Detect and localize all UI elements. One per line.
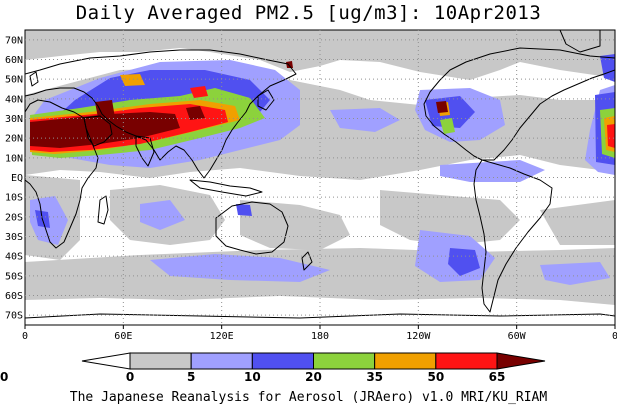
colorbar-segment: [313, 352, 376, 370]
footer-credit: The Japanese Reanalysis for Aerosol (JRA…: [69, 390, 548, 405]
lat-tick-label: 50N: [5, 75, 23, 86]
indonesia-coast: [189, 179, 263, 197]
lat-tick-label: EQ: [11, 173, 23, 184]
latitude-labels: 70N 60N 50N 40N 30N 20N 10N EQ 10S 20S 30S 40S 50S 60…: [5, 35, 23, 321]
map-field: [25, 30, 615, 325]
colorbar-segment: [374, 352, 437, 370]
lat-tick-label: 30N: [5, 114, 23, 125]
colorbar-arrow-low: [81, 352, 131, 370]
colorbar: 0 5 10 20 35 50 65 80: [0, 352, 546, 384]
arabia-coast: [83, 115, 113, 147]
eurasia-coast: [25, 49, 297, 179]
australia-coast: [215, 201, 289, 255]
lon-tick-label: 0: [612, 331, 617, 342]
africa-coast: [25, 99, 99, 249]
lon-tick-label: 60W: [508, 331, 527, 342]
colorbar-segment: [435, 352, 498, 370]
lat-tick-label: 20S: [5, 212, 23, 223]
lat-tick-label: 60S: [5, 291, 23, 302]
south-america-coast: [473, 159, 553, 313]
colorbar-label: 35: [366, 370, 383, 384]
japan-coast: [257, 89, 275, 111]
lat-tick-label: 60N: [5, 55, 23, 66]
lat-tick-label: 40N: [5, 94, 23, 105]
antarctica-coast: [25, 313, 615, 319]
longitude-labels: 0 60E 120E 180 120W 60W 0: [22, 325, 617, 342]
colorbar-label: 0: [126, 370, 134, 384]
lon-tick-label: 180: [311, 331, 329, 342]
uk-coast: [29, 71, 39, 87]
lat-tick-label: 10N: [5, 153, 23, 164]
colorbar-label: 10: [244, 370, 261, 384]
colorbar-label: 50: [427, 370, 444, 384]
colorbar-label: 65: [489, 370, 506, 384]
lat-tick-label: 10S: [5, 193, 23, 204]
lat-tick-label: 20N: [5, 134, 23, 145]
lon-tick-label: 60E: [114, 331, 132, 342]
lon-tick-label: 120W: [406, 331, 431, 342]
pm-level-80-plus: [30, 61, 448, 148]
map-title: Daily Averaged PM2.5 [ug/m3]: 10Apr2013: [75, 2, 542, 24]
colorbar-label: 5: [187, 370, 195, 384]
colorbar-segment: [251, 352, 314, 370]
colorbar-segment: [129, 352, 192, 370]
colorbar-label: 80: [0, 370, 8, 384]
lat-tick-label: 30S: [5, 232, 23, 243]
lat-tick-label: 70S: [5, 311, 23, 322]
colorbar-segment: [190, 352, 253, 370]
lat-tick-label: 40S: [5, 252, 23, 263]
lat-tick-label: 70N: [5, 35, 23, 46]
colorbar-label: 20: [305, 370, 322, 384]
colorbar-arrow-high: [496, 352, 546, 370]
lon-tick-label: 0: [22, 331, 28, 342]
lon-tick-label: 120E: [210, 331, 234, 342]
greenland-coast: [559, 30, 601, 53]
lat-tick-label: 50S: [5, 271, 23, 282]
new-zealand-coast: [301, 251, 313, 271]
